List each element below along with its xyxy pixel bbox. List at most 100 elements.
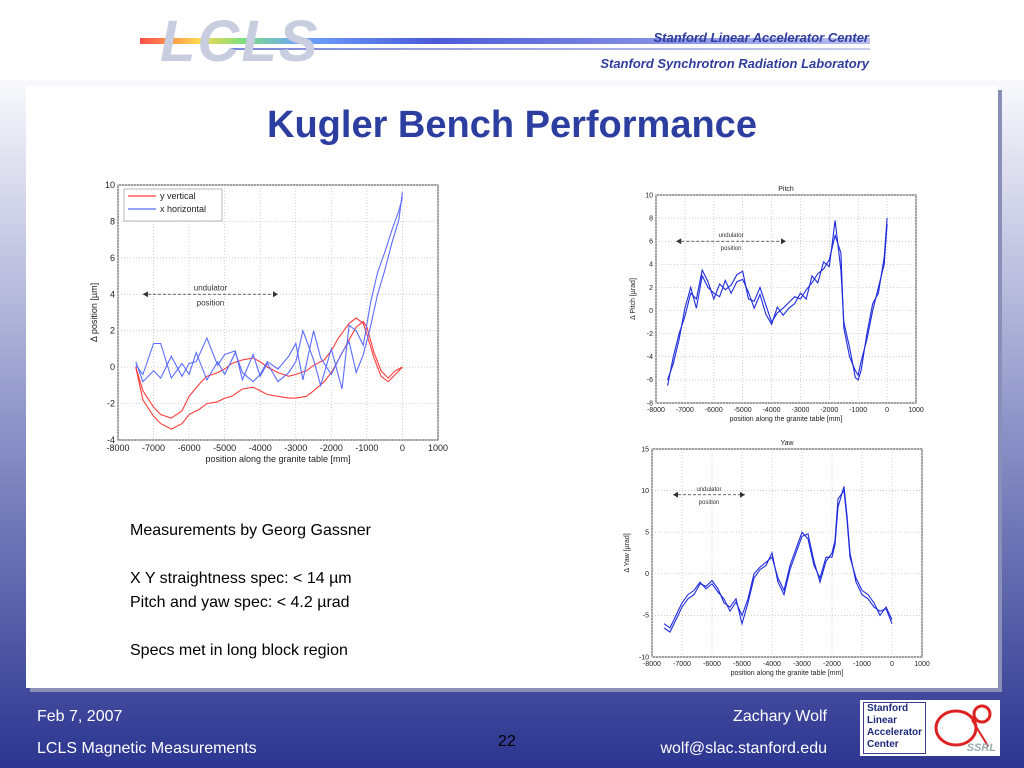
footer-topic: LCLS Magnetic Measurements xyxy=(37,740,257,757)
x-tick-label: 1000 xyxy=(428,443,448,453)
x-tick-label: -4000 xyxy=(763,661,781,668)
x-tick-label: -4000 xyxy=(763,407,781,414)
x-tick-label: -4000 xyxy=(249,443,272,453)
legend-label: y vertical xyxy=(160,191,196,201)
ssrl-ring-icon xyxy=(934,704,992,747)
y-tick-label: 8 xyxy=(649,215,653,222)
y-tick-label: 0 xyxy=(649,308,653,315)
arrow-head-left xyxy=(142,291,148,298)
arrow-head-left xyxy=(676,238,682,245)
y-tick-label: -4 xyxy=(647,354,653,361)
plot-area xyxy=(651,448,923,658)
x-tick-label: -6000 xyxy=(705,407,723,414)
arrow-head-right xyxy=(273,291,278,298)
x-tick-label: 0 xyxy=(890,661,894,668)
x-tick-label: -8000 xyxy=(106,443,129,453)
note-line: Measurements by Georg Gassner xyxy=(130,522,371,539)
x-axis-label: position along the granite table [mm] xyxy=(205,454,350,464)
y-tick-label: -2 xyxy=(107,399,115,409)
logo-line: Accelerator xyxy=(867,727,923,738)
y-tick-label: 4 xyxy=(110,289,115,299)
x-tick-label: 1000 xyxy=(908,407,924,414)
annotation-label: position xyxy=(699,500,720,506)
slac-ssrl-logo: Stanford Linear Accelerator Center SSRL xyxy=(860,700,1000,756)
x-tick-label: -7000 xyxy=(142,443,165,453)
y-tick-label: 10 xyxy=(641,488,649,495)
ssrl-logo-text: SSRL xyxy=(966,742,996,754)
note-line: Pitch and yaw spec: < 4.2 µrad xyxy=(130,594,350,611)
y-tick-label: -8 xyxy=(647,400,653,407)
series-line xyxy=(667,218,888,381)
footer-email: wolf@slac.stanford.edu xyxy=(660,740,827,757)
series-line xyxy=(135,320,403,430)
note-line: X Y straightness spec: < 14 µm xyxy=(130,570,352,587)
y-tick-label: 0 xyxy=(110,362,115,372)
y-tick-label: -10 xyxy=(639,654,649,661)
x-tick-label: -7000 xyxy=(673,661,691,668)
x-tick-label: -8000 xyxy=(643,661,661,668)
header-stripe xyxy=(140,38,870,44)
y-tick-label: 15 xyxy=(641,446,649,453)
y-tick-label: -4 xyxy=(107,435,115,445)
x-tick-label: -2000 xyxy=(823,661,841,668)
slide-header: LCLS Stanford Linear Accelerator Center … xyxy=(0,0,1024,80)
plot-area xyxy=(117,184,439,441)
slide-notes: Measurements by Georg Gassner X Y straig… xyxy=(130,519,371,663)
x-tick-label: -1000 xyxy=(849,407,867,414)
position-chart: -8000 -7000 -6000 -5000 -4000 -3000 -2000 -1000… xyxy=(89,180,448,464)
y-axis-label: Δ Pitch [µrad] xyxy=(630,278,637,320)
x-tick-label: -1000 xyxy=(355,443,378,453)
x-tick-label: -6000 xyxy=(178,443,201,453)
chart-title: Yaw xyxy=(780,440,794,447)
x-tick-label: -7000 xyxy=(676,407,694,414)
y-tick-label: 6 xyxy=(649,239,653,246)
x-tick-label: -3000 xyxy=(284,443,307,453)
logo-line: Center xyxy=(867,739,899,750)
y-tick-label: 4 xyxy=(649,262,653,269)
annotation-label: undulator xyxy=(194,283,228,292)
y-tick-label: 10 xyxy=(105,180,115,190)
x-axis-label: position along the granite table [mm] xyxy=(731,670,844,677)
legend-box xyxy=(123,188,223,222)
header-org-ssrl: Stanford Synchrotron Radiation Laborator… xyxy=(600,56,869,71)
y-tick-label: -5 xyxy=(643,613,649,620)
lcls-logo: LCLS xyxy=(160,9,320,74)
x-tick-label: -5000 xyxy=(213,443,236,453)
plot-area xyxy=(655,194,917,404)
x-tick-label: 0 xyxy=(400,443,405,453)
series-line xyxy=(663,486,893,629)
yaw-chart: -8000 -7000 -6000 -5000 -4000 -3000 -2000 -1000… xyxy=(624,440,930,677)
y-tick-label: 10 xyxy=(645,192,653,199)
page-number: 22 xyxy=(498,733,516,750)
y-axis-label: Δ position [µm] xyxy=(89,283,99,342)
y-tick-label: 8 xyxy=(110,216,115,226)
series-line xyxy=(667,223,888,386)
x-tick-label: -3000 xyxy=(791,407,809,414)
arrow-head-right xyxy=(740,491,745,498)
note-line xyxy=(130,543,371,567)
y-tick-label: 6 xyxy=(110,253,115,263)
x-tick-label: -6000 xyxy=(703,661,721,668)
slac-logo-text: Stanford Linear Accelerator Center xyxy=(863,702,926,754)
x-tick-label: -1000 xyxy=(853,661,871,668)
note-line xyxy=(130,615,371,639)
x-axis-label: position along the granite table [mm] xyxy=(730,416,843,423)
y-tick-label: 2 xyxy=(110,326,115,336)
x-tick-label: -5000 xyxy=(734,407,752,414)
y-axis-label: Δ Yaw [µrad] xyxy=(624,533,631,572)
y-tick-label: 5 xyxy=(645,530,649,537)
x-tick-label: -3000 xyxy=(793,661,811,668)
footer-author: Zachary Wolf xyxy=(733,708,827,725)
legend-label: x horizontal xyxy=(160,204,206,214)
x-tick-label: -8000 xyxy=(647,407,665,414)
slide-title: Kugler Bench Performance xyxy=(267,104,757,146)
arrow-head-right xyxy=(781,238,786,245)
x-tick-label: 0 xyxy=(885,407,889,414)
y-tick-label: 0 xyxy=(645,571,649,578)
annotation-label: undulator xyxy=(696,487,721,493)
y-tick-label: -2 xyxy=(647,331,653,338)
logo-line: Linear xyxy=(867,715,898,726)
annotation-label: position xyxy=(197,298,225,307)
chart-title: Pitch xyxy=(778,186,794,193)
y-tick-label: 2 xyxy=(649,285,653,292)
